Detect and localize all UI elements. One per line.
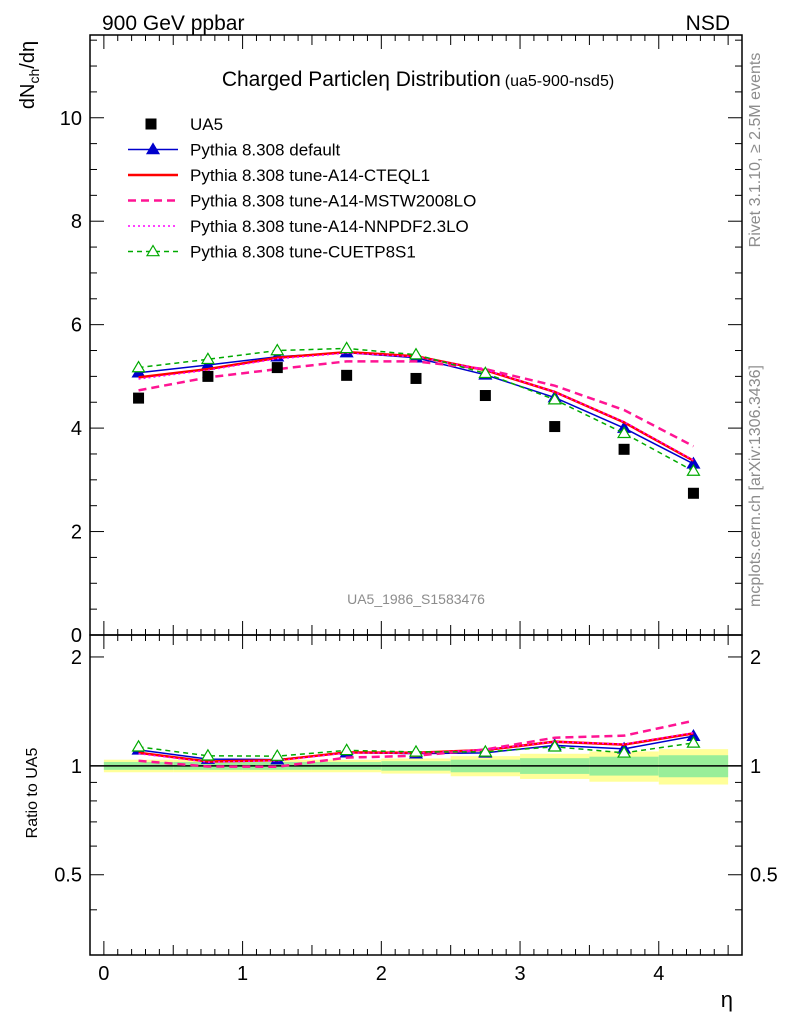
ratio-series-marker [617,745,632,758]
series-line [138,347,694,472]
ratio-tick-label-right: 1 [750,756,761,778]
data-point [687,487,699,499]
x-tick-label: 0 [98,963,109,985]
legend-label: Pythia 8.308 tune-A14-MSTW2008LO [190,192,476,211]
data-point [410,372,422,384]
data-point [479,390,491,402]
ratio-frame [89,634,743,956]
series-line [138,352,694,461]
ratio-series-marker [131,739,146,752]
series-marker [478,366,493,379]
legend-label: Pythia 8.308 tune-A14-NNPDF2.3LO [190,217,469,236]
data-point [549,421,561,433]
data-point [341,369,353,381]
series-marker [617,426,632,439]
series-marker [339,341,354,354]
rivet-label: Rivet 3.1.10, ≥ 2.5M events [747,53,764,248]
series-marker [547,392,562,405]
legend-label-data: UA5 [190,115,223,134]
data-point [618,443,630,455]
series-line [138,350,695,462]
legend-marker-data [145,118,157,130]
x-tick-label: 2 [376,963,387,985]
ratio-tick-label-right: 2 [750,647,761,669]
series-marker [408,347,424,360]
data-point [133,392,145,404]
x-tick-label: 3 [514,963,525,985]
x-tick-label: 1 [237,963,248,985]
header-right: NSD [686,12,730,35]
y-axis-label: dNch/dη [17,41,42,109]
y-tick-label: 8 [71,211,82,233]
x-tick-label: 4 [653,963,664,985]
series-line [138,351,694,465]
ratio-series-line [138,742,694,757]
legend-label: Pythia 8.308 tune-A14-CTEQL1 [190,166,430,185]
y-tick-label: 4 [71,418,82,440]
ratio-series-marker [200,748,215,761]
main-frame [89,34,743,636]
data-point [271,362,283,374]
ratio-series-marker [686,735,701,748]
ratio-tick-label-right: 0.5 [750,865,778,887]
chart-title-main: Charged Particleη Distribution [222,68,501,91]
ratio-series-marker [408,744,424,757]
ratio-series-marker [478,744,493,757]
ratio-series-marker [270,748,285,761]
legend-marker [145,142,161,155]
legend-label: Pythia 8.308 default [190,141,341,160]
ratio-series-marker [339,743,354,756]
ratio-axis-label: Ratio to UA5 [24,748,41,839]
series-marker [131,360,146,373]
y-tick-label: 10 [60,108,82,130]
legend: UA5 Pythia 8.308 default Pythia 8.308 tune… [128,115,476,262]
chart-title: Charged Particleη Distribution (ua5-900-n… [222,68,614,91]
chart-title-sub: (ua5-900-nsd5) [505,73,614,90]
ratio-tick-label: 0.5 [54,865,82,887]
x-axis-label: η [721,987,733,1012]
ratio-series-marker [547,739,562,752]
y-tick-label: 0 [71,625,82,647]
series-marker [686,463,701,476]
ratio-panel: 0 1 2 3 4 0.5 0.5 1 1 2 2 [54,634,778,985]
y-tick-label: 2 [71,522,82,544]
data-point [202,370,214,382]
y-tick-label: 6 [71,315,82,337]
ratio-tick-label: 2 [71,647,82,669]
legend-marker [145,244,161,257]
series-line [138,360,695,448]
header-left: 900 GeV ppbar [102,12,244,35]
series-marker [270,343,285,356]
legend-label: Pythia 8.308 tune-CUETP8S1 [190,243,416,262]
reference-label: UA5_1986_S1583476 [347,591,485,607]
ratio-tick-label: 1 [71,756,82,778]
series-marker [200,352,215,365]
mcplots-label: mcplots.cern.ch [arXiv:1306.3436] [747,365,764,607]
main-panel: 0 2 4 6 8 10 [60,34,743,647]
